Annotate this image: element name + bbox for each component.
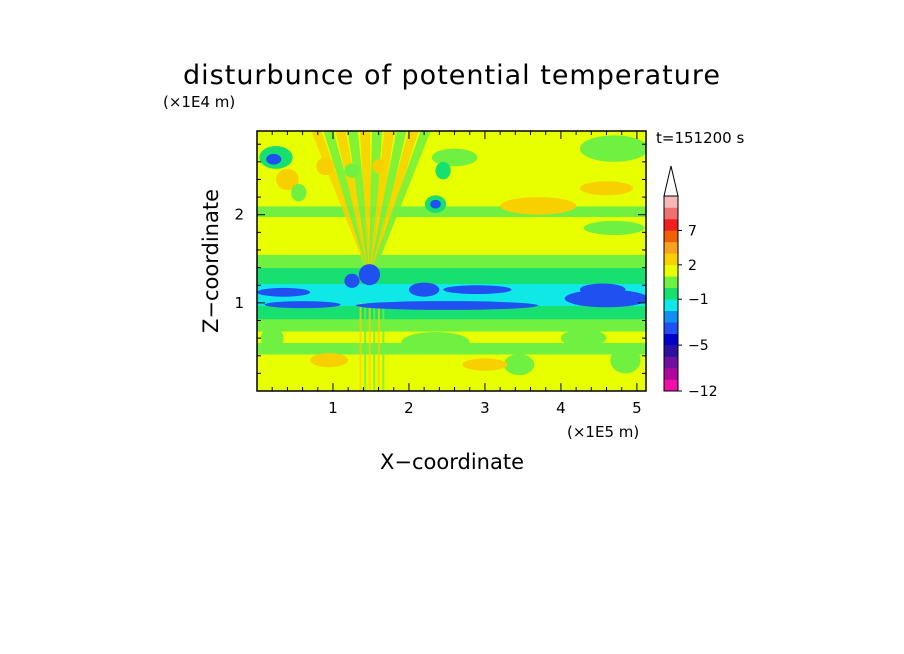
field-blob: [430, 199, 441, 209]
colorbar-swatch: [664, 299, 678, 312]
field-blob: [264, 301, 341, 309]
colorbar-swatch: [664, 264, 678, 277]
source-stripe: [359, 302, 362, 391]
colorbar-tick-label: −1: [688, 292, 709, 308]
field-blob: [579, 283, 626, 296]
x-tick-label: 1: [328, 399, 338, 417]
field-blob: [610, 346, 641, 374]
field-blob: [260, 327, 284, 349]
field-band: [257, 254, 646, 269]
fan-ray: [359, 131, 373, 277]
y-axis-unit: (×1E4 m): [163, 93, 235, 111]
fan-ray: [368, 131, 407, 277]
field-blob: [435, 161, 451, 180]
plot-frame: [256, 130, 647, 392]
y-axis: 12: [234, 143, 646, 374]
source-stripe: [368, 302, 371, 391]
field-blob: [355, 301, 539, 310]
field-blob: [579, 181, 634, 196]
field-blob: [358, 264, 381, 286]
field-blob: [257, 287, 311, 297]
colorbar-swatch: [664, 196, 678, 208]
field-band: [257, 205, 646, 217]
time-label: t=151200 s: [656, 129, 744, 147]
colorbar-swatch: [664, 322, 678, 334]
colorbar-swatch: [664, 276, 678, 289]
fan-ray: [335, 131, 373, 277]
source-stripe: [373, 302, 376, 391]
field-blob: [275, 168, 299, 191]
source-stripe: [382, 302, 385, 391]
field-blob: [310, 353, 349, 368]
fan-ray: [368, 131, 419, 277]
x-tick-label: 2: [404, 399, 414, 417]
field-blob: [503, 353, 535, 376]
field-blob: [500, 197, 577, 215]
colorbar-swatch: [664, 287, 678, 300]
heatmap-field: [257, 131, 646, 391]
field-blob: [408, 282, 440, 297]
colorbar-swatch: [664, 368, 678, 380]
field-blob: [560, 329, 607, 347]
x-tick-label: 5: [632, 399, 642, 417]
colorbar-tick-label: 2: [688, 258, 697, 274]
field-blob: [291, 183, 307, 202]
field-blob: [564, 289, 646, 308]
field-blob: [344, 163, 360, 178]
colorbar-swatch: [664, 207, 678, 220]
fan-ray: [368, 131, 431, 277]
source-stripe: [377, 302, 380, 391]
field-blob: [579, 135, 646, 162]
source-stripe: [364, 302, 367, 391]
x-axis-unit: (×1E5 m): [567, 423, 639, 441]
y-tick-label: 2: [234, 206, 244, 224]
x-axis-label: X−coordinate: [380, 450, 524, 474]
field-blob: [401, 331, 470, 354]
field-blob: [266, 153, 282, 165]
field-blob: [443, 285, 512, 295]
fan-ray: [368, 131, 395, 277]
colorbar-swatch: [664, 230, 678, 243]
field-blob: [583, 220, 645, 236]
x-tick-label: 4: [556, 399, 566, 417]
y-tick-label: 1: [234, 294, 244, 312]
colorbar-swatch: [664, 218, 678, 231]
y-axis-label: Z−coordinate: [199, 189, 223, 333]
chart-title: disturbunce of potential temperature: [183, 60, 721, 91]
field-band: [257, 318, 646, 332]
field-blob: [372, 159, 385, 174]
colorbar-extend-arrow: [663, 165, 679, 197]
colorbar: 7 2 −1 −5 −12: [663, 165, 718, 400]
colorbar-swatch: [664, 241, 678, 254]
colorbar-swatch: [664, 356, 678, 369]
colorbar-tick-label: −12: [688, 384, 718, 400]
field-blob: [316, 157, 335, 176]
field-band: [257, 216, 646, 255]
field-band: [257, 267, 646, 284]
colorbar-swatch: [664, 310, 678, 323]
colorbar-swatch: [664, 379, 678, 392]
colorbar-swatch: [664, 345, 678, 357]
fan-ray: [323, 131, 373, 277]
field-band: [257, 283, 646, 307]
colorbar-tick-label: 7: [688, 223, 697, 239]
x-tick-label: 3: [480, 399, 490, 417]
x-axis: 1 2 3 4 5: [271, 131, 642, 417]
field-blob: [462, 358, 508, 371]
field-blob: [344, 273, 360, 288]
colorbar-tick-label: −5: [688, 338, 709, 354]
colorbar-swatch: [664, 253, 678, 266]
colorbar-swatch: [664, 333, 678, 346]
field-band: [257, 305, 646, 320]
